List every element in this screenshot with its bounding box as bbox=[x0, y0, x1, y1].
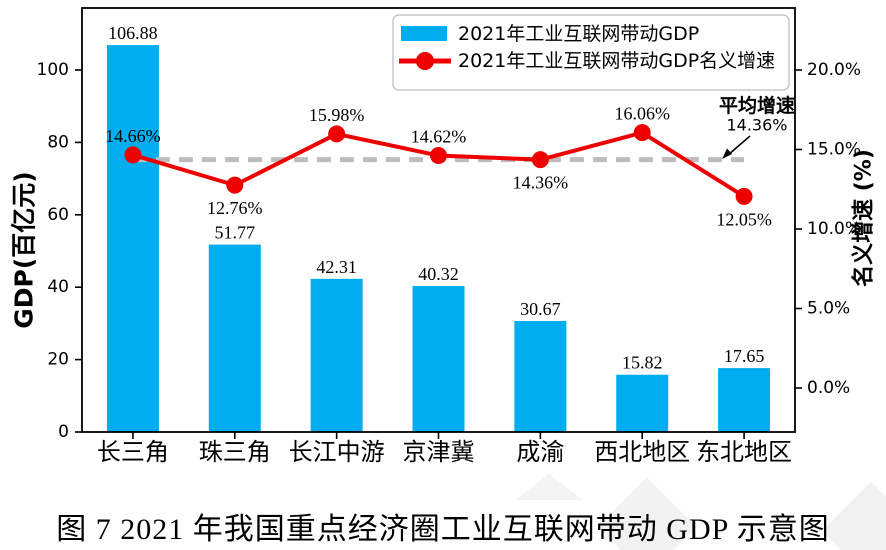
gdp-bar bbox=[208, 244, 261, 432]
legend-bar-swatch bbox=[401, 26, 447, 41]
x-axis-category-label: 东北地区 bbox=[696, 439, 792, 466]
left-axis-tick-label: 40 bbox=[47, 277, 69, 297]
right-axis-tick-label: 10.0% bbox=[807, 219, 861, 239]
growth-value-label: 15.98% bbox=[309, 105, 365, 125]
bar-value-label: 17.65 bbox=[724, 346, 765, 366]
growth-point bbox=[124, 146, 142, 164]
right-axis-title: 名义增速 (%) bbox=[851, 149, 877, 287]
bar-value-label: 42.31 bbox=[316, 257, 357, 277]
right-axis-tick-label: 5.0% bbox=[807, 299, 850, 319]
average-annotation-title: 平均增速 bbox=[719, 94, 795, 117]
bar-value-label: 40.32 bbox=[418, 264, 459, 284]
right-axis-tick-label: 0.0% bbox=[807, 378, 850, 398]
legend-label-growth: 2021年工业互联网带动GDP名义增速 bbox=[458, 50, 775, 72]
gdp-bar bbox=[718, 368, 771, 432]
gdp-bar bbox=[106, 45, 159, 433]
growth-value-label: 14.66% bbox=[105, 126, 161, 146]
figure-caption: 图 7 2021 年我国重点经济圈工业互联网带动 GDP 示意图 bbox=[56, 513, 830, 546]
x-axis-category-label: 长江中游 bbox=[289, 439, 385, 466]
gdp-bar bbox=[514, 320, 567, 432]
bar-value-label: 15.82 bbox=[622, 353, 663, 373]
growth-point bbox=[328, 125, 346, 143]
bar-value-label: 51.77 bbox=[215, 223, 256, 243]
legend-box bbox=[392, 14, 790, 91]
bar-value-label: 106.88 bbox=[108, 23, 158, 43]
growth-point bbox=[735, 187, 753, 205]
x-axis-category-label: 京津冀 bbox=[403, 439, 475, 466]
average-annotation-value: 14.36% bbox=[726, 116, 787, 135]
x-axis-category-label: 西北地区 bbox=[594, 439, 690, 466]
growth-point bbox=[226, 176, 244, 194]
gdp-bar bbox=[310, 278, 363, 432]
growth-value-label: 12.76% bbox=[207, 198, 263, 218]
left-axis-tick-label: 0 bbox=[58, 422, 69, 442]
annotation-arrowhead bbox=[722, 148, 732, 159]
legend-label-gdp: 2021年工业互联网带动GDP bbox=[458, 23, 699, 45]
x-axis-category-label: 长三角 bbox=[97, 439, 169, 466]
right-axis-tick-label: 15.0% bbox=[807, 140, 861, 160]
left-axis-title: GDP(百亿元) bbox=[10, 171, 39, 328]
gdp-bar bbox=[412, 286, 465, 432]
growth-value-label: 12.05% bbox=[716, 209, 772, 229]
x-axis-category-label: 成渝 bbox=[516, 439, 564, 466]
left-axis-tick-label: 80 bbox=[47, 132, 69, 152]
annotation-arrow bbox=[727, 135, 751, 156]
bar-value-label: 30.67 bbox=[520, 299, 561, 319]
combo-chart: 0 20 40 60 80 100 0.0% 5.0% 10.0% 15.0% 20.0% 长三角 珠三… bbox=[10, 7, 877, 466]
x-axis-category-label: 珠三角 bbox=[199, 439, 271, 466]
watermark-shape bbox=[515, 474, 583, 500]
growth-point bbox=[633, 124, 651, 142]
growth-point bbox=[430, 147, 447, 165]
growth-point bbox=[531, 151, 549, 169]
left-axis-tick-label: 20 bbox=[47, 350, 69, 370]
gdp-bar bbox=[616, 374, 669, 432]
growth-value-label: 16.06% bbox=[614, 104, 670, 124]
left-axis-tick-label: 100 bbox=[37, 60, 69, 80]
right-axis-tick-label: 20.0% bbox=[807, 60, 861, 80]
growth-value-label: 14.62% bbox=[411, 127, 467, 147]
left-axis-tick-label: 60 bbox=[47, 205, 69, 225]
legend-line-dot bbox=[416, 52, 434, 70]
growth-value-label: 14.36% bbox=[513, 173, 569, 193]
